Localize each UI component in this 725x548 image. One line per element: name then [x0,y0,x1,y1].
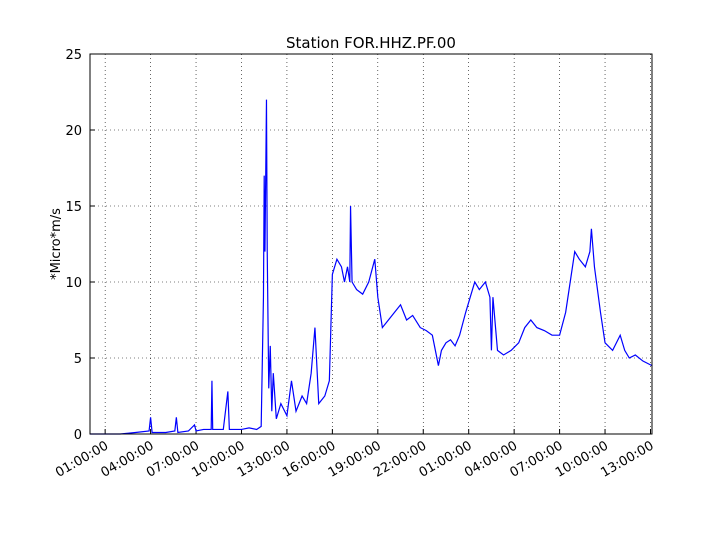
y-tick-label: 0 [74,428,82,443]
y-tick-label: 25 [65,48,82,63]
y-tick-label: 20 [65,124,82,139]
data-line [90,99,653,435]
y-tick-label: 5 [74,352,82,367]
y-tick-label: 10 [65,276,82,291]
y-tick-label: 15 [65,200,82,215]
plot-frame [89,53,653,435]
chart-title: Station FOR.HHZ.PF.00 [286,34,456,52]
y-axis-label: *Micro*m/s [49,208,64,280]
